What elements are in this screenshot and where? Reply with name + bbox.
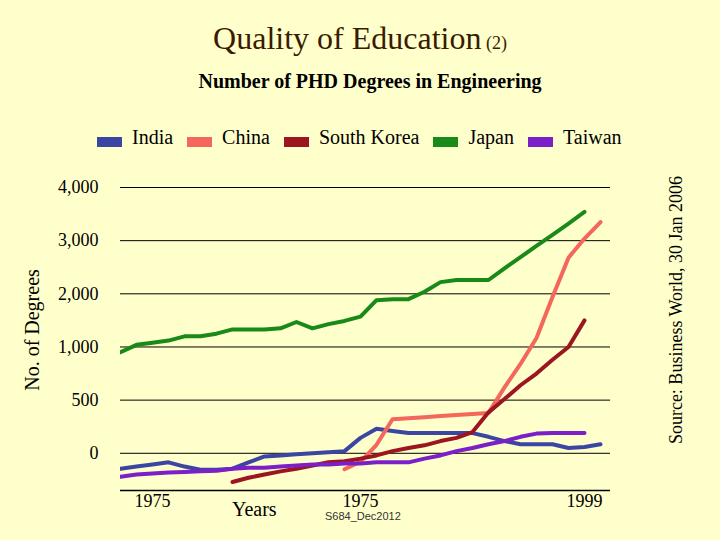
html-text:Years: Years xyxy=(232,498,277,520)
svg-text:1,000: 1,000 xyxy=(58,337,99,357)
svg-text:3,000: 3,000 xyxy=(58,230,99,250)
html-text:No. of Degrees: No. of Degrees xyxy=(20,269,43,391)
html-text:Number of PHD Degrees in Engin: Number of PHD Degrees in Engineering xyxy=(198,70,542,92)
svg-text:500: 500 xyxy=(72,390,99,410)
html-text:South Korea: South Korea xyxy=(318,126,420,148)
svg-text:1975: 1975 xyxy=(343,491,379,511)
html-text:China: China xyxy=(222,126,270,148)
svg-text:0: 0 xyxy=(90,443,99,463)
html-text:Taiwan: Taiwan xyxy=(563,126,622,148)
html-text:S684_Dec2012: S684_Dec2012 xyxy=(325,510,401,522)
svg-text:2,000: 2,000 xyxy=(58,284,99,304)
html-text:Quality of Education(2): Quality of Education(2) xyxy=(213,20,507,56)
svg-text:4,000: 4,000 xyxy=(58,177,99,197)
html-text:Japan: Japan xyxy=(468,126,514,148)
svg-text:1999: 1999 xyxy=(567,491,603,511)
html-text:India: India xyxy=(132,126,174,148)
svg-text:1975: 1975 xyxy=(135,491,171,511)
html-text:Source: Business World, 30 Jan: Source: Business World, 30 Jan 2006 xyxy=(665,175,686,445)
